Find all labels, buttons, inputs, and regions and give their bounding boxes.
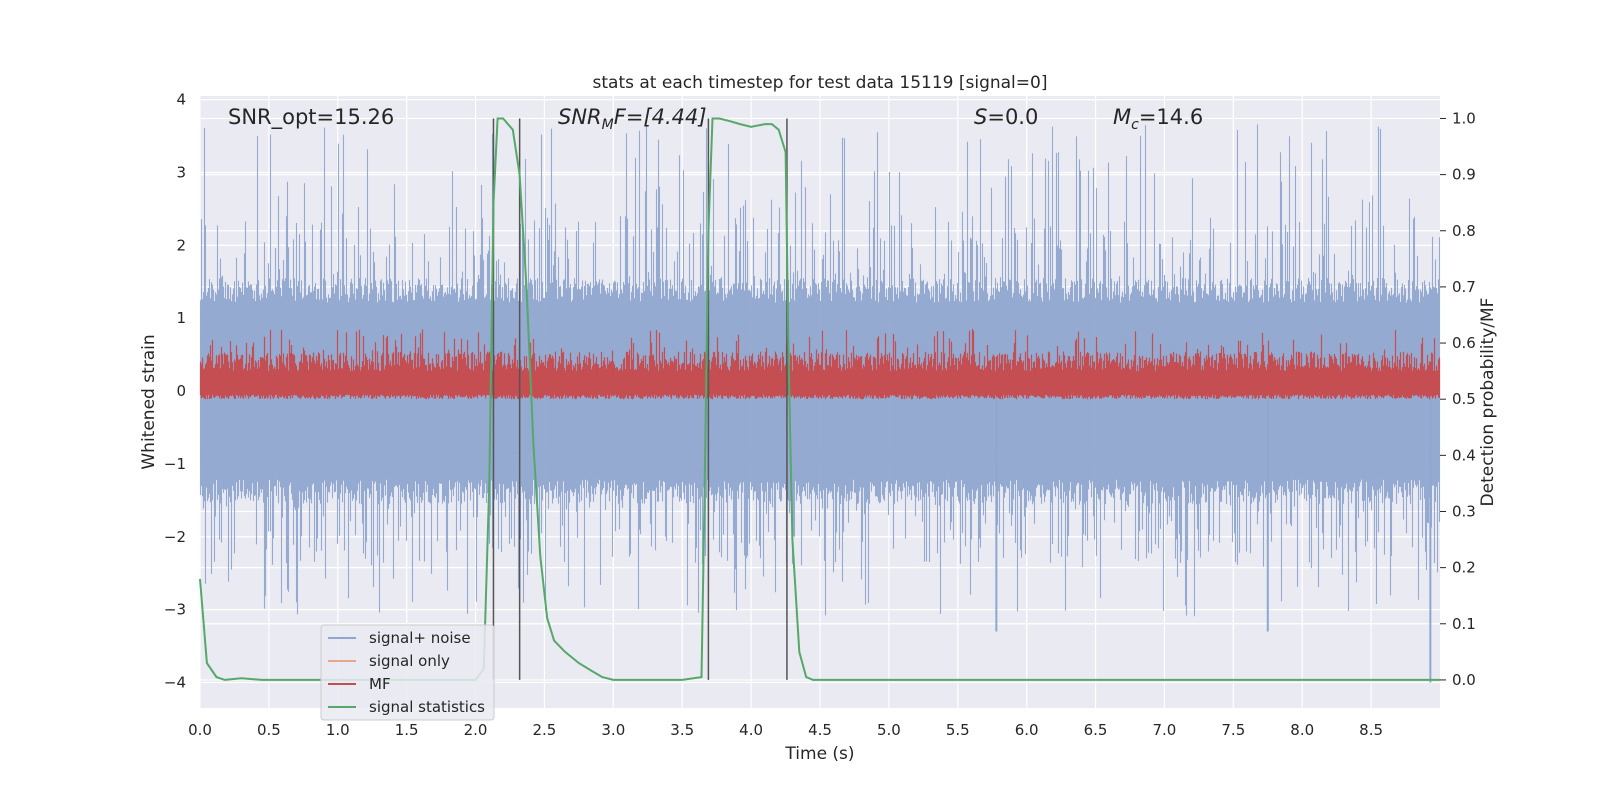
annotation-mc-sub: c	[1131, 117, 1139, 133]
x-tick-label: 6.0	[1015, 721, 1039, 739]
y-tick-label: −4	[164, 674, 186, 692]
mf-line	[199, 329, 1441, 400]
annotation-s-rest: =0.0	[987, 105, 1038, 129]
x-tick-label: 6.5	[1084, 721, 1108, 739]
legend-label-signal-only: signal only	[369, 652, 450, 670]
y-tick-label-right: 0.1	[1452, 615, 1476, 633]
annotation-s-italic: S	[974, 105, 987, 129]
x-tick-label: 3.0	[601, 721, 625, 739]
y-tick-label: 1	[176, 309, 186, 327]
y-tick-label-right: 0.9	[1452, 166, 1476, 184]
x-axis-label: Time (s)	[784, 744, 854, 764]
x-tick-label: 7.5	[1221, 721, 1245, 739]
x-tick-label: 0.5	[257, 721, 281, 739]
y-tick-label-right: 0.3	[1452, 502, 1476, 520]
x-tick-label: 2.0	[464, 721, 488, 739]
annotation-snr-opt: SNR_opt=15.26	[228, 105, 394, 130]
y-tick-label: −2	[164, 528, 186, 546]
annotation-mc: Mc=14.6	[1113, 105, 1203, 133]
annotation-s: S=0.0	[974, 105, 1038, 129]
y-tick-label-right: 0.8	[1452, 222, 1476, 240]
y-tick-label-right: 0.6	[1452, 334, 1476, 352]
legend-label-mf: MF	[369, 675, 391, 693]
y-tick-label: 3	[176, 164, 186, 182]
y-tick-label-right: 1.0	[1452, 109, 1476, 127]
x-tick-label: 7.0	[1153, 721, 1177, 739]
x-tick-label: 8.5	[1359, 721, 1383, 739]
x-tick-label: 3.5	[670, 721, 694, 739]
annotation-snr-mf-base: SNR	[558, 105, 602, 129]
x-tick-label: 1.5	[395, 721, 419, 739]
y-tick-label-right: 0.7	[1452, 278, 1476, 296]
y-axis-label: Whitened strain	[139, 334, 159, 469]
x-tick-label: 5.0	[877, 721, 901, 739]
y-tick-label: 4	[176, 91, 186, 109]
y-tick-label-right: 0.4	[1452, 446, 1476, 464]
y-tick-label-right: 0.5	[1452, 390, 1476, 408]
y-tick-label: 2	[176, 236, 186, 254]
x-tick-label: 1.0	[326, 721, 350, 739]
x-tick-label: 4.5	[808, 721, 832, 739]
annotation-snr-mf-sub: M	[602, 117, 614, 133]
annotation-mc-base: M	[1113, 105, 1131, 129]
x-tick-label: 8.0	[1290, 721, 1314, 739]
y-tick-label: −1	[164, 455, 186, 473]
legend-label-signal-noise: signal+ noise	[369, 629, 471, 647]
x-tick-label: 2.5	[533, 721, 557, 739]
y-tick-label-right: 0.0	[1452, 671, 1476, 689]
mf-series	[199, 329, 1441, 400]
y-tick-label-right: 0.2	[1452, 559, 1476, 577]
y-tick-label: 0	[176, 382, 186, 400]
y-axis-label-right: Detection probability/MF	[1478, 298, 1498, 507]
y-tick-label: −3	[164, 601, 186, 619]
annotation-snr-mf: SNRMF=[4.44]	[558, 105, 707, 133]
legend: signal+ noise signal only MF signal stat…	[320, 624, 495, 721]
chart-title: stats at each timestep for test data 151…	[593, 73, 1048, 93]
annotation-snr-mf-rest: F=[4.44]	[614, 105, 707, 129]
legend-label-signal-statistics: signal statistics	[369, 698, 485, 716]
x-tick-label: 4.0	[739, 721, 763, 739]
legend-box	[320, 624, 495, 721]
x-tick-label: 5.5	[946, 721, 970, 739]
x-tick-label: 0.0	[188, 721, 212, 739]
annotation-mc-rest: =14.6	[1139, 105, 1203, 129]
ticks: 0.0 0.5 1.0 1.5 2.0 2.5 3.0 3.5 4.0 4.5 5.0 5.5 6.0 6…	[164, 91, 1476, 739]
